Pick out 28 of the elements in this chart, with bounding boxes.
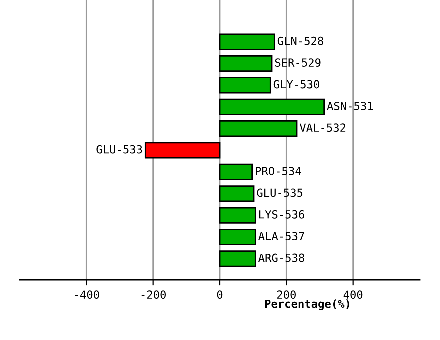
bar — [219, 98, 326, 116]
x-tick-label: 400 — [344, 290, 363, 300]
y-tick-label: GLU-533 — [96, 145, 142, 154]
bar — [219, 250, 256, 268]
x-tick-label: -200 — [142, 290, 166, 300]
bar — [219, 186, 255, 202]
y-tick-label: PRO-534 — [256, 167, 302, 176]
y-tick-label: GLN-528 — [278, 36, 324, 46]
x-tick-label: 200 — [277, 290, 296, 300]
bar — [144, 142, 221, 159]
bar — [219, 77, 272, 94]
y-tick-label: SER-529 — [275, 58, 321, 68]
x-axis-title: Percentage(%) — [265, 300, 350, 310]
y-tick-label: LYS-536 — [260, 210, 304, 219]
y-tick-label: GLU-535 — [257, 188, 303, 198]
bar — [219, 55, 273, 72]
bar — [219, 207, 256, 224]
bar — [219, 34, 276, 50]
bar — [219, 228, 256, 246]
bar — [219, 164, 254, 180]
x-tick-label: 0 — [217, 290, 223, 300]
y-tick-label: GLY-530 — [274, 80, 320, 89]
y-tick-label: ALA-537 — [258, 232, 304, 241]
y-tick-label: ASN-531 — [327, 102, 374, 110]
x-tick-label: -400 — [75, 290, 100, 300]
y-tick-label: VAL-532 — [300, 124, 346, 132]
y-tick-label: ARG-538 — [258, 254, 304, 262]
bar — [219, 120, 298, 138]
